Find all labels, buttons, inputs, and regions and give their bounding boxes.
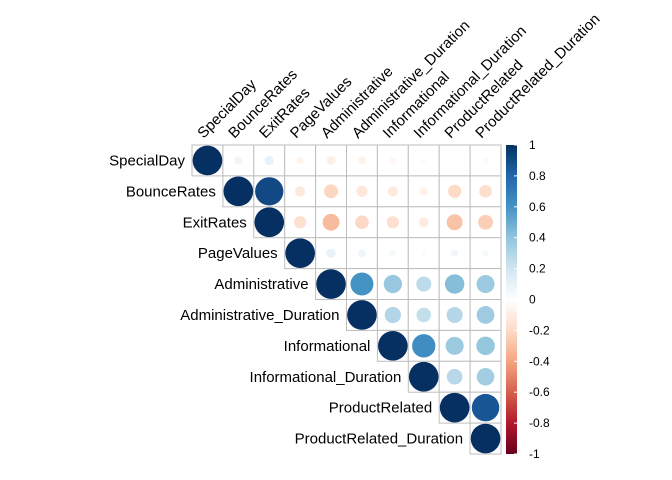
correlation-circles [192,145,501,454]
colorbar-tick-label: -1 [529,447,540,461]
circle-SpecialDay-Administrative_Duration [358,156,366,165]
cell-SpecialDay-Informational_Duration [407,144,440,177]
circle-SpecialDay-Administrative [326,156,336,165]
colorbar-tick-label: 0.4 [529,231,546,245]
circle-Administrative-Informational [383,274,402,294]
circle-Administrative_Duration-ProductRelated [446,306,463,323]
circle-BounceRates-PageValues [295,186,306,197]
colorbar-tick-label: 0.6 [529,200,546,214]
circle-Informational_Duration-ProductRelated [446,368,463,385]
row-label-ExitRates: ExitRates [183,214,247,231]
circle-BounceRates-ProductRelated [448,184,462,198]
circle-ExitRates-Administrative [322,213,340,231]
circle-BounceRates-Administrative [324,184,339,199]
circle-Informational-ProductRelated [445,336,464,355]
row-label-Administrative_Duration: Administrative_Duration [180,307,339,324]
circle-Informational_Duration-ProductRelated_Duration [476,367,495,386]
circle-ExitRates-ProductRelated_Duration [478,214,493,230]
circle-ExitRates-PageValues [294,216,307,229]
circle-BounceRates-ProductRelated_Duration [479,185,492,198]
cell-BounceRates-Administrative [315,175,348,208]
row-label-ProductRelated_Duration: ProductRelated_Duration [295,431,463,448]
circle-Administrative_Duration-Informational_Duration [416,307,432,323]
colorbar-tick-label: 0.2 [529,262,546,276]
circle-ExitRates-Informational_Duration [418,217,429,228]
colorbar-tick-label: -0.2 [529,323,550,337]
colorbar-tick-label: -0.6 [529,385,550,399]
row-label-Informational: Informational [284,338,371,355]
circle-Administrative_Duration-Informational [384,306,401,324]
column-labels: SpecialDayBounceRatesExitRatesPageValues… [194,11,603,142]
circle-Administrative_Duration-Administrative_Duration [347,300,377,330]
circle-PageValues-Administrative [326,248,336,258]
circle-ExitRates-Administrative_Duration [355,215,369,230]
circle-BounceRates-Informational_Duration [419,187,428,196]
circle-Administrative-Administrative [316,269,346,299]
circle-SpecialDay-SpecialDay [192,145,223,176]
circle-ProductRelated-ProductRelated_Duration [471,393,500,422]
colorbar-tick-label: 1 [529,138,536,152]
circle-Informational_Duration-Informational_Duration [408,361,439,392]
row-label-ProductRelated: ProductRelated [329,400,432,417]
circle-BounceRates-ExitRates [255,177,284,206]
cell-ExitRates-Administrative [315,206,348,239]
circle-SpecialDay-Informational_Duration [421,157,427,164]
circle-PageValues-Informational_Duration [421,250,427,256]
circle-BounceRates-BounceRates [223,176,254,207]
circle-PageValues-PageValues [285,238,315,268]
circle-Informational-ProductRelated_Duration [476,336,495,356]
column-label-ProductRelated_Duration: ProductRelated_Duration [472,11,603,142]
circle-PageValues-Administrative_Duration [358,249,366,258]
circle-BounceRates-Informational [387,186,398,197]
row-labels: SpecialDay BounceRates ExitRates PageValues… [109,152,463,447]
row-label-Informational_Duration: Informational_Duration [250,369,402,386]
circle-PageValues-Informational [389,249,397,257]
row-label-PageValues: PageValues [198,245,278,262]
circle-SpecialDay-PageValues [296,156,304,165]
circle-Administrative-ProductRelated [444,274,465,294]
circle-PageValues-ProductRelated_Duration [482,249,489,257]
color-legend: 1 0.8 0.6 0.4 0.2 0 -0.2 -0.4 -0.6 -0.8 -1 [506,138,550,461]
colorbar-tick-label: 0.8 [529,169,546,183]
colorbar-tick-label: -0.8 [529,416,550,430]
colorbar [506,145,517,454]
circle-ProductRelated-ProductRelated [439,392,470,423]
circle-SpecialDay-Informational [389,157,397,164]
circle-SpecialDay-ExitRates [264,155,274,166]
row-label-SpecialDay: SpecialDay [109,152,185,169]
colorbar-tick-label: 0 [529,293,536,307]
circle-Administrative_Duration-ProductRelated_Duration [476,306,495,324]
circle-SpecialDay-ProductRelated_Duration [482,157,489,164]
circle-Administrative-ProductRelated_Duration [476,275,495,294]
row-label-BounceRates: BounceRates [126,183,216,200]
circle-Informational-Informational_Duration [412,334,436,358]
circle-SpecialDay-BounceRates [234,156,243,165]
circle-Administrative-Informational_Duration [416,276,432,292]
circle-BounceRates-Administrative_Duration [356,185,368,197]
circle-ExitRates-ExitRates [254,207,285,238]
circle-ExitRates-ProductRelated [446,214,463,231]
circle-ProductRelated_Duration-ProductRelated_Duration [470,423,501,454]
colorbar-tick-label: -0.4 [529,354,550,368]
circle-PageValues-ProductRelated [451,249,459,257]
row-label-Administrative: Administrative [214,276,308,293]
circle-Administrative-Administrative_Duration [350,272,374,296]
circle-Informational-Informational [378,331,408,361]
circle-ExitRates-Informational [386,216,399,229]
circle-SpecialDay-ProductRelated [452,158,457,163]
